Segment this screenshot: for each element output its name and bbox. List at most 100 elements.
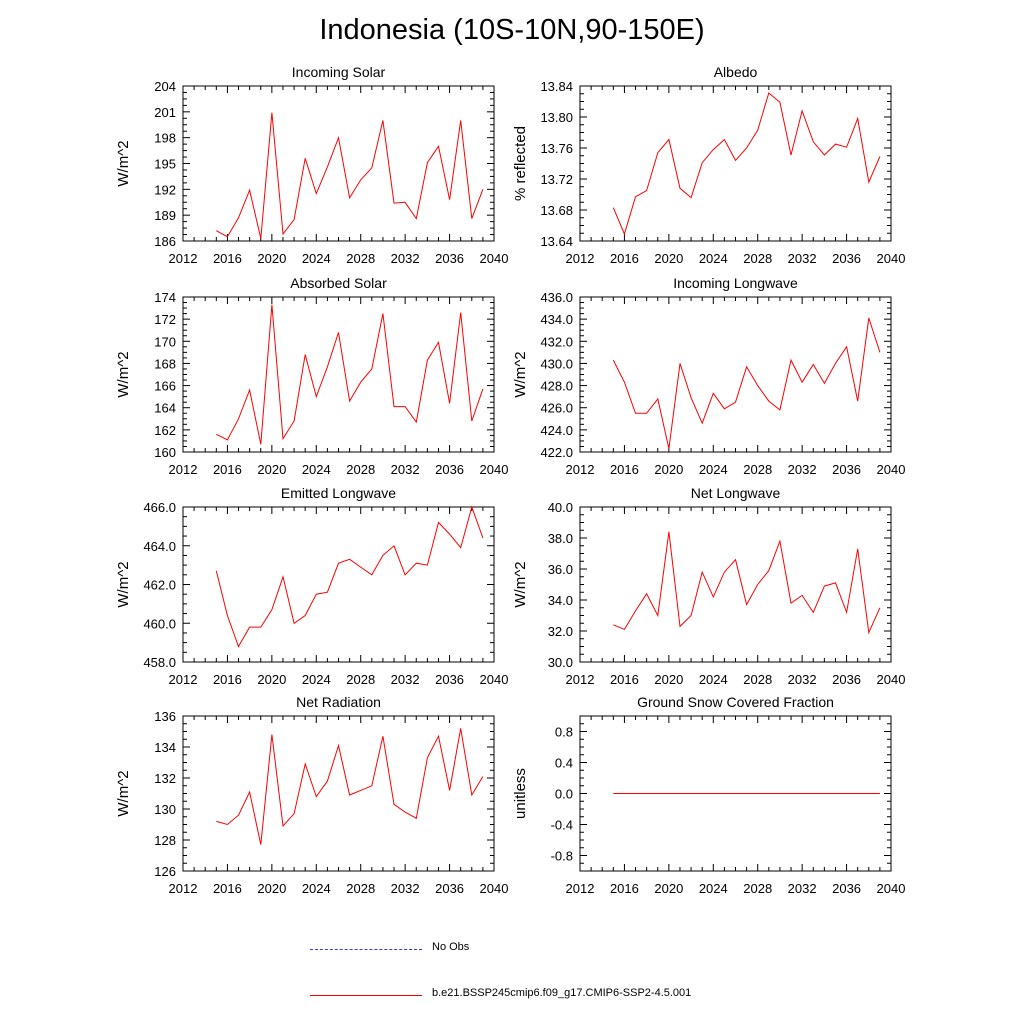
legend-swatch-model bbox=[310, 995, 422, 996]
y-tick-label: 426.0 bbox=[540, 401, 573, 416]
x-tick-label: 2024 bbox=[302, 462, 331, 477]
plot-frame bbox=[579, 506, 892, 663]
x-tick-label: 2036 bbox=[435, 881, 464, 896]
series-line-absorbed-solar bbox=[216, 304, 484, 445]
y-tick-label: 466.0 bbox=[143, 500, 176, 515]
series-line-net-longwave bbox=[613, 531, 881, 635]
y-tick-label: 0.4 bbox=[555, 756, 573, 771]
x-tick-label: 2024 bbox=[699, 881, 728, 896]
x-tick-label: 2024 bbox=[699, 251, 728, 266]
panel-title: Net Longwave bbox=[691, 485, 781, 501]
panel-title: Albedo bbox=[714, 64, 758, 80]
x-tick-label: 2024 bbox=[302, 672, 331, 687]
x-tick-label: 2016 bbox=[610, 462, 639, 477]
y-tick-label: 128 bbox=[154, 833, 176, 848]
y-tick-label: 189 bbox=[154, 208, 176, 223]
y-tick-label: 13.72 bbox=[540, 172, 573, 187]
x-tick-label: 2040 bbox=[877, 462, 906, 477]
legend-swatch-obs bbox=[310, 949, 422, 950]
x-tick-label: 2036 bbox=[832, 462, 861, 477]
x-tick-label: 2024 bbox=[302, 881, 331, 896]
x-tick-label: 2016 bbox=[610, 672, 639, 687]
panel-albedo: Albedo % reflected 2012 2016 2020 2024 2028 203… bbox=[512, 64, 905, 266]
y-tick-label: 30.0 bbox=[548, 655, 573, 670]
plot-frame bbox=[182, 296, 495, 453]
y-tick-label: 13.64 bbox=[540, 234, 573, 249]
y-axis-label: W/m^2 bbox=[512, 561, 529, 607]
x-tick-label: 2028 bbox=[743, 251, 772, 266]
x-tick-label: 2040 bbox=[877, 881, 906, 896]
y-tick-label: 436.0 bbox=[540, 290, 573, 305]
x-tick-label: 2028 bbox=[346, 251, 375, 266]
x-tick-label: 2012 bbox=[566, 462, 595, 477]
y-tick-label: 162 bbox=[154, 423, 176, 438]
y-tick-label: 130 bbox=[154, 802, 176, 817]
y-axis-label: % reflected bbox=[512, 126, 529, 201]
panel-net-longwave: Net Longwave W/m^2 2012 2016 2020 2024 2028 203… bbox=[512, 485, 905, 687]
x-tick-label: 2024 bbox=[302, 251, 331, 266]
y-tick-label: 40.0 bbox=[548, 500, 573, 515]
y-tick-label: 168 bbox=[154, 356, 176, 371]
x-tick-label: 2020 bbox=[654, 462, 683, 477]
y-tick-label: 172 bbox=[154, 312, 176, 327]
y-tick-label: 136 bbox=[154, 709, 176, 724]
x-tick-label: 2016 bbox=[213, 462, 242, 477]
y-axis-label: W/m^2 bbox=[115, 770, 132, 816]
plot-frame bbox=[182, 506, 495, 663]
y-axis-label: W/m^2 bbox=[115, 351, 132, 397]
y-axis-label: W/m^2 bbox=[512, 351, 529, 397]
x-tick-label: 2012 bbox=[566, 672, 595, 687]
panel-ground-snow-covered-fraction: Ground Snow Covered Fraction unitless 2012… bbox=[512, 694, 905, 896]
x-tick-label: 2012 bbox=[566, 881, 595, 896]
y-tick-label: 13.84 bbox=[540, 79, 573, 94]
y-tick-label: 166 bbox=[154, 379, 176, 394]
panel-title: Incoming Solar bbox=[292, 64, 386, 80]
y-axis-label: W/m^2 bbox=[115, 561, 132, 607]
x-tick-label: 2040 bbox=[877, 251, 906, 266]
x-tick-label: 2032 bbox=[391, 251, 420, 266]
y-tick-label: 174 bbox=[154, 290, 176, 305]
x-tick-label: 2040 bbox=[480, 881, 509, 896]
x-tick-label: 2028 bbox=[743, 462, 772, 477]
x-tick-label: 2036 bbox=[435, 672, 464, 687]
y-tick-label: 13.80 bbox=[540, 110, 573, 125]
x-tick-label: 2020 bbox=[257, 251, 286, 266]
y-tick-label: 134 bbox=[154, 740, 176, 755]
y-tick-label: 424.0 bbox=[540, 423, 573, 438]
panel-title: Incoming Longwave bbox=[673, 275, 798, 291]
x-tick-label: 2032 bbox=[788, 881, 817, 896]
y-tick-label: 430.0 bbox=[540, 356, 573, 371]
panel-incoming-longwave: Incoming Longwave W/m^2 2012 2016 2020 2024 20… bbox=[512, 275, 905, 477]
y-tick-label: 126 bbox=[154, 864, 176, 879]
y-tick-label: 38.0 bbox=[548, 531, 573, 546]
y-tick-label: 34.0 bbox=[548, 593, 573, 608]
panel-title: Emitted Longwave bbox=[281, 485, 396, 501]
y-tick-label: 195 bbox=[154, 157, 176, 172]
x-tick-label: 2028 bbox=[743, 881, 772, 896]
x-tick-label: 2020 bbox=[654, 672, 683, 687]
y-tick-label: 170 bbox=[154, 334, 176, 349]
x-tick-label: 2012 bbox=[169, 881, 198, 896]
y-tick-label: 132 bbox=[154, 771, 176, 786]
y-tick-label: 0.8 bbox=[555, 725, 573, 740]
y-tick-label: 462.0 bbox=[143, 578, 176, 593]
legend-label-model: b.e21.BSSP245cmip6.f09_g17.CMIP6-SSP2-4.… bbox=[432, 987, 692, 999]
plot-frame bbox=[182, 85, 495, 242]
y-tick-label: 464.0 bbox=[143, 539, 176, 554]
x-tick-label: 2040 bbox=[480, 672, 509, 687]
y-tick-label: 164 bbox=[154, 401, 176, 416]
y-tick-label: 160 bbox=[154, 445, 176, 460]
x-tick-label: 2020 bbox=[257, 672, 286, 687]
series-line-albedo bbox=[612, 92, 881, 236]
x-tick-label: 2040 bbox=[480, 462, 509, 477]
y-tick-label: 186 bbox=[154, 234, 176, 249]
x-tick-label: 2032 bbox=[391, 881, 420, 896]
y-tick-label: 13.76 bbox=[540, 141, 573, 156]
x-tick-label: 2032 bbox=[788, 251, 817, 266]
x-tick-label: 2028 bbox=[346, 881, 375, 896]
x-tick-label: 2024 bbox=[699, 462, 728, 477]
y-tick-label: 36.0 bbox=[548, 562, 573, 577]
x-tick-label: 2024 bbox=[699, 672, 728, 687]
y-tick-label: 198 bbox=[154, 131, 176, 146]
